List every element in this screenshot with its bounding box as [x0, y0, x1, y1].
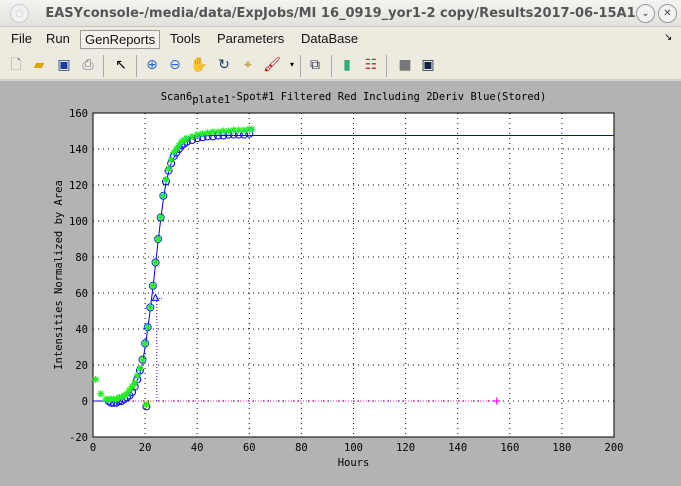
- star-point: [183, 134, 191, 142]
- x-tick-label: 200: [605, 442, 624, 454]
- brush-icon[interactable]: 🖌: [263, 57, 281, 73]
- star-point: [136, 365, 144, 373]
- print-icon[interactable]: ⎙: [82, 57, 94, 73]
- star-point: [214, 128, 222, 136]
- menu-file[interactable]: File: [11, 31, 32, 46]
- star-point: [97, 390, 105, 398]
- menu-genreports[interactable]: GenReports: [80, 30, 161, 49]
- x-tick-label: 20: [139, 442, 152, 454]
- star-point: [204, 129, 212, 137]
- star-point: [141, 339, 149, 347]
- title-part: Scan6: [161, 91, 193, 103]
- star-point: [142, 401, 150, 409]
- save-icon[interactable]: ▣: [57, 57, 71, 73]
- star-point: [198, 130, 206, 138]
- star-point: [92, 375, 100, 383]
- y-tick-label: 40: [75, 324, 88, 336]
- star-point: [248, 125, 256, 133]
- minimize-button[interactable]: ⌄: [636, 4, 655, 23]
- star-point: [162, 176, 170, 184]
- menu-run[interactable]: Run: [46, 31, 70, 46]
- pointer-icon[interactable]: ↖: [115, 57, 127, 73]
- star-point: [128, 383, 136, 391]
- chart[interactable]: 0 20 40 60 80 100 120 140 160 180 200-200204060801…: [0, 83, 681, 482]
- star-point: [154, 235, 162, 243]
- open-folder-icon[interactable]: ▰: [33, 57, 45, 73]
- star-point: [219, 127, 227, 135]
- y-tick-label: 0: [82, 396, 88, 408]
- hide-plot-tools-icon[interactable]: ■: [398, 57, 412, 73]
- star-point: [125, 386, 133, 394]
- star-point: [138, 356, 146, 364]
- title-part: plate1: [192, 94, 230, 106]
- y-tick-label: -20: [69, 432, 88, 444]
- zoom-out-icon[interactable]: ⊖: [169, 57, 181, 73]
- title-bar: ○ EASYconsole-/media/data/ExpJobs/MI 16_…: [0, 0, 681, 27]
- dock-arrow-icon[interactable]: ↘: [664, 32, 673, 43]
- close-button[interactable]: ✕: [658, 4, 677, 23]
- star-point: [146, 303, 154, 311]
- y-tick-label: 120: [69, 180, 88, 192]
- x-tick-label: 0: [90, 442, 96, 454]
- y-axis-label: Intensities Normalized by Area: [53, 180, 65, 370]
- star-point: [230, 126, 238, 134]
- triangle-marker: [151, 293, 160, 301]
- star-point: [149, 282, 157, 290]
- pan-hand-icon[interactable]: ✋: [190, 57, 208, 73]
- menu-parameters[interactable]: Parameters: [217, 31, 285, 46]
- y-tick-label: 100: [69, 216, 88, 228]
- star-point: [133, 372, 141, 380]
- star-point: [235, 126, 243, 134]
- x-tick-label: 120: [396, 442, 415, 454]
- menu-bar: File Run GenReports Tools Parameters Dat…: [0, 27, 681, 51]
- star-point: [170, 149, 178, 157]
- star-point: [175, 141, 183, 149]
- x-tick-label: 100: [344, 442, 363, 454]
- x-tick-label: 60: [243, 442, 256, 454]
- star-point: [152, 258, 160, 266]
- star-point: [188, 132, 196, 140]
- colorbar-icon[interactable]: ▮: [343, 57, 351, 73]
- star-point: [224, 127, 232, 135]
- legend-icon[interactable]: ☷: [364, 57, 378, 73]
- data-cursor-icon[interactable]: ⌖: [244, 57, 252, 73]
- x-tick-label: 180: [552, 442, 571, 454]
- x-tick-label: 160: [500, 442, 519, 454]
- star-point: [193, 131, 201, 139]
- app-icon: ○: [10, 4, 29, 23]
- y-tick-label: 140: [69, 144, 88, 156]
- title-part: -Spot#1 Filtered Red Including 2Deriv Bl…: [230, 91, 546, 103]
- brush-dropdown-icon[interactable]: ▾: [289, 60, 294, 69]
- star-point: [209, 128, 217, 136]
- star-point: [123, 390, 131, 398]
- figure-area: 0 20 40 60 80 100 120 140 160 180 200 -20 0 20 40 60 80 1…: [0, 83, 681, 482]
- rotate-icon[interactable]: ↻: [218, 57, 230, 73]
- star-point: [167, 156, 175, 164]
- zoom-in-icon[interactable]: ⊕: [146, 57, 158, 73]
- y-tick-label: 160: [69, 108, 88, 120]
- show-plot-tools-icon[interactable]: ▣: [421, 57, 435, 73]
- star-point: [172, 145, 180, 153]
- toolbar: 🗋 ▰ ▣ ⎙ ↖ ⊕ ⊖ ✋ ↻ ⌖ 🖌 ▾ ⧉ ▮ ☷ ■ ▣: [0, 51, 681, 81]
- x-tick-label: 40: [191, 442, 204, 454]
- star-point: [240, 126, 248, 134]
- x-axis-label: Hours: [338, 457, 370, 469]
- chart-title: Scan6plate1-Spot#1 Filtered Red Includin…: [161, 91, 547, 106]
- star-point: [157, 213, 165, 221]
- link-icon[interactable]: ⧉: [310, 57, 320, 73]
- star-point: [144, 323, 152, 331]
- x-tick-label: 140: [448, 442, 467, 454]
- menu-tools[interactable]: Tools: [170, 31, 201, 46]
- menu-database[interactable]: DataBase: [301, 31, 359, 46]
- y-tick-label: 60: [75, 288, 88, 300]
- star-point: [165, 165, 173, 173]
- y-tick-label: 20: [75, 360, 88, 372]
- star-point: [159, 192, 167, 200]
- star-point: [131, 379, 139, 387]
- window-title: EASYconsole-/media/data/ExpJobs/MI 16_09…: [45, 6, 636, 21]
- y-tick-label: 80: [75, 252, 88, 264]
- new-file-icon[interactable]: 🗋: [10, 57, 22, 73]
- x-tick-label: 80: [295, 442, 308, 454]
- plus-marker: [493, 397, 501, 405]
